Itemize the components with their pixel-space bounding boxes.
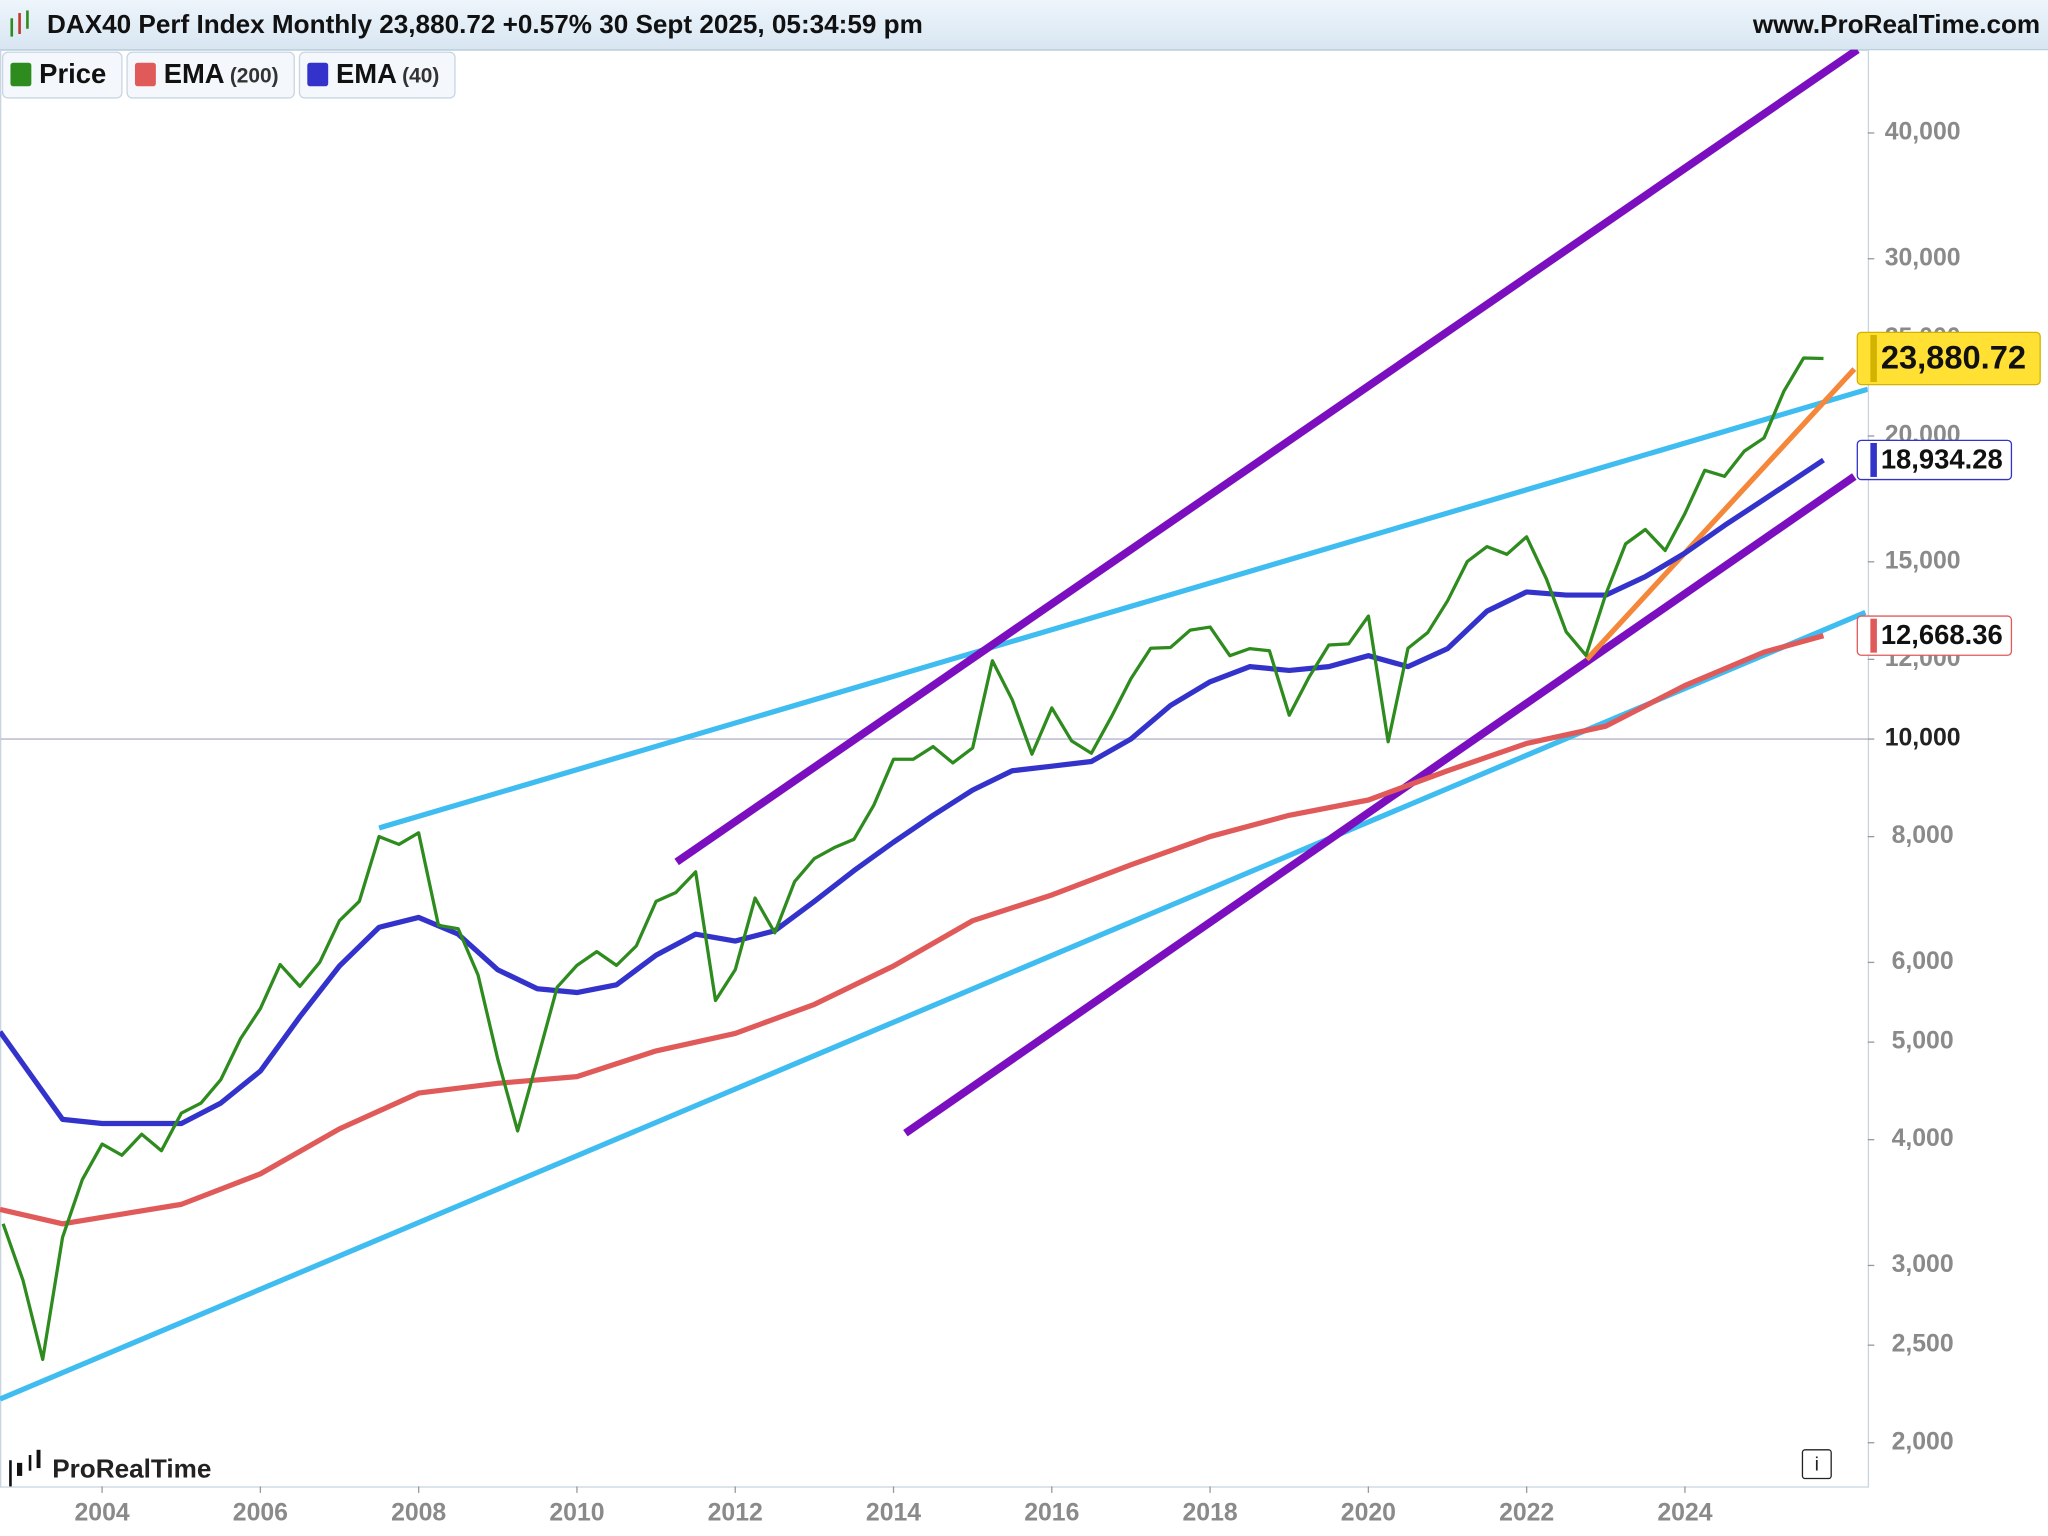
info-button[interactable]	[1801, 1449, 1832, 1480]
series-line	[0, 457, 1825, 1127]
last-value-tab	[1870, 442, 1877, 477]
chart-title: DAX40 Perf Index Monthly 23,880.72 +0.57…	[47, 9, 923, 39]
x-tick-label: 2014	[866, 1499, 921, 1526]
last-value-tab	[1870, 334, 1877, 382]
logo-icon	[10, 10, 29, 37]
y-tick-label: 10,000	[1885, 725, 1961, 752]
x-tick-label: 2008	[391, 1499, 446, 1526]
trendline	[0, 610, 1867, 1402]
legend-box	[1, 51, 123, 99]
legend-swatch	[10, 62, 32, 87]
y-tick-label: 15,000	[1885, 547, 1961, 574]
legend-param: (200)	[230, 65, 279, 88]
legend-name: Price	[39, 58, 106, 89]
y-tick-label: 4,000	[1892, 1125, 1954, 1152]
legend-swatch	[307, 62, 329, 87]
legend-param: (40)	[402, 65, 439, 88]
last-value-box	[1856, 439, 2013, 481]
x-tick-label: 2004	[75, 1499, 130, 1526]
last-value-tab	[1870, 618, 1877, 653]
legend-item[interactable]: EMA (40)	[298, 51, 456, 99]
x-tick-label: 2020	[1341, 1499, 1396, 1526]
trendline	[674, 49, 1860, 866]
trendline	[378, 386, 1868, 831]
x-tick-label: 2006	[233, 1499, 288, 1526]
last-value-box	[1856, 331, 2041, 386]
legend-box	[298, 51, 456, 99]
legend-item[interactable]: Price	[1, 51, 123, 99]
legend-swatch	[134, 62, 156, 87]
trendline	[1584, 367, 1857, 662]
y-tick-label: 3,000	[1892, 1251, 1954, 1278]
plot-frame	[0, 49, 1870, 1488]
legend: Price EMA (200) EMA (40)	[1, 51, 456, 99]
info-icon[interactable]: i	[1815, 1454, 1819, 1476]
x-tick-label: 2016	[1024, 1499, 1079, 1526]
x-tick-label: 2012	[708, 1499, 763, 1526]
y-tick-label: 6,000	[1892, 948, 1954, 975]
legend-item[interactable]: EMA (200)	[126, 51, 295, 99]
last-value-label: 18,934.28	[1881, 444, 2003, 475]
series-line	[1, 356, 1824, 1362]
x-tick-label: 2024	[1657, 1499, 1712, 1526]
brand: ProRealTime	[52, 1454, 211, 1484]
y-tick-label: 2,500	[1892, 1331, 1954, 1358]
y-tick-label: 2,000	[1892, 1428, 1954, 1455]
y-tick-label: 8,000	[1892, 822, 1954, 849]
y-tick-label: 30,000	[1885, 244, 1961, 271]
legend-box	[126, 51, 295, 99]
site-url[interactable]: www.ProRealTime.com	[1752, 9, 2040, 39]
y-tick-label: 5,000	[1892, 1028, 1954, 1055]
y-tick-label: 40,000	[1885, 119, 1961, 146]
last-value-box	[1856, 615, 2013, 656]
x-tick-label: 2018	[1182, 1499, 1237, 1526]
header-bar	[0, 0, 2048, 50]
trendline	[903, 473, 1857, 1137]
x-tick-label: 2022	[1499, 1499, 1554, 1526]
last-value-label: 12,668.36	[1881, 619, 2003, 650]
series-line	[0, 633, 1825, 1227]
last-value-label: 23,880.72	[1881, 338, 2026, 375]
brand-icon	[9, 1449, 41, 1487]
x-tick-label: 2010	[549, 1499, 604, 1526]
legend-name: EMA	[164, 58, 225, 89]
legend-name: EMA	[336, 58, 397, 89]
